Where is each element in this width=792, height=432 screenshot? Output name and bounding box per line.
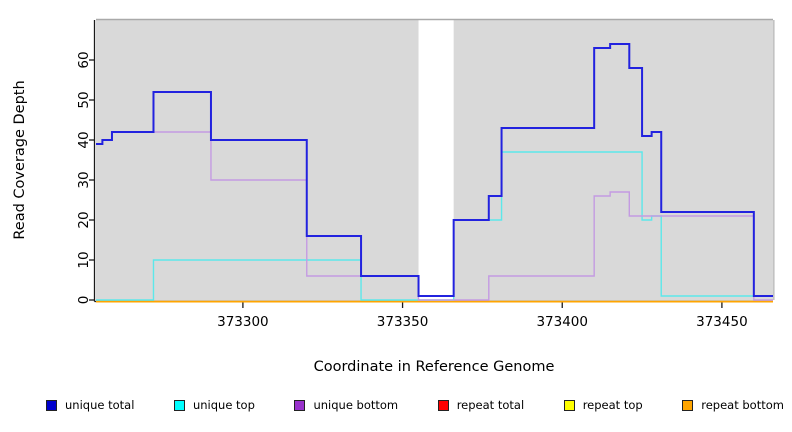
- legend-label: unique total: [65, 398, 135, 412]
- legend-item-unique-bottom: unique bottom: [294, 398, 398, 412]
- y-tick-label: 0: [76, 296, 92, 305]
- y-tick-label: 40: [76, 131, 92, 148]
- legend-item-repeat-total: repeat total: [437, 398, 525, 412]
- panel-right: [453, 20, 773, 301]
- x-tick-label: 373450: [696, 314, 748, 330]
- legend-item-repeat-top: repeat top: [563, 398, 643, 412]
- legend-label: unique bottom: [313, 398, 399, 412]
- y-tick-label: 10: [76, 251, 92, 268]
- y-tick-label: 50: [76, 91, 92, 108]
- legend-swatch-icon: [46, 399, 57, 411]
- legend-swatch-icon: [563, 399, 575, 411]
- x-axis-title: Coordinate in Reference Genome: [314, 359, 555, 375]
- coverage-chart: 0 10 20 30 40 50 60 373300 373350 373400 373450 Co…: [12, 18, 775, 375]
- y-tick-label: 30: [76, 171, 92, 188]
- legend-label: repeat total: [456, 398, 525, 412]
- series-line-unique-total: [96, 43, 773, 297]
- y-tick-label: 60: [76, 51, 92, 68]
- x-tick-label: 373300: [217, 314, 269, 330]
- legend-item-unique-top: unique top: [173, 398, 255, 412]
- x-tick-label: 373400: [536, 314, 588, 330]
- x-tick-label: 373350: [377, 314, 429, 330]
- series-lines-layer: [96, 43, 773, 303]
- legend-swatch-icon: [173, 399, 185, 411]
- legend-label: unique top: [192, 398, 255, 412]
- legend-swatch-icon: [437, 399, 449, 411]
- legend-label: repeat bottom: [701, 398, 784, 412]
- legend-item-unique-total: unique total: [46, 398, 134, 412]
- panel-left: [96, 20, 419, 301]
- y-axis-title: Read Coverage Depth: [12, 80, 28, 239]
- legend-swatch-icon: [294, 399, 306, 411]
- panel-background-layer: [96, 18, 775, 301]
- legend-label: repeat top: [582, 398, 643, 412]
- y-tick-label: 20: [76, 211, 92, 228]
- legend-swatch-icon: [682, 399, 694, 411]
- legend-item-repeat-bottom: repeat bottom: [682, 398, 784, 412]
- chart-legend: unique total unique top unique bottom repea…: [46, 398, 784, 412]
- axes-layer: 0 10 20 30 40 50 60 373300 373350 373400 373450: [76, 20, 773, 330]
